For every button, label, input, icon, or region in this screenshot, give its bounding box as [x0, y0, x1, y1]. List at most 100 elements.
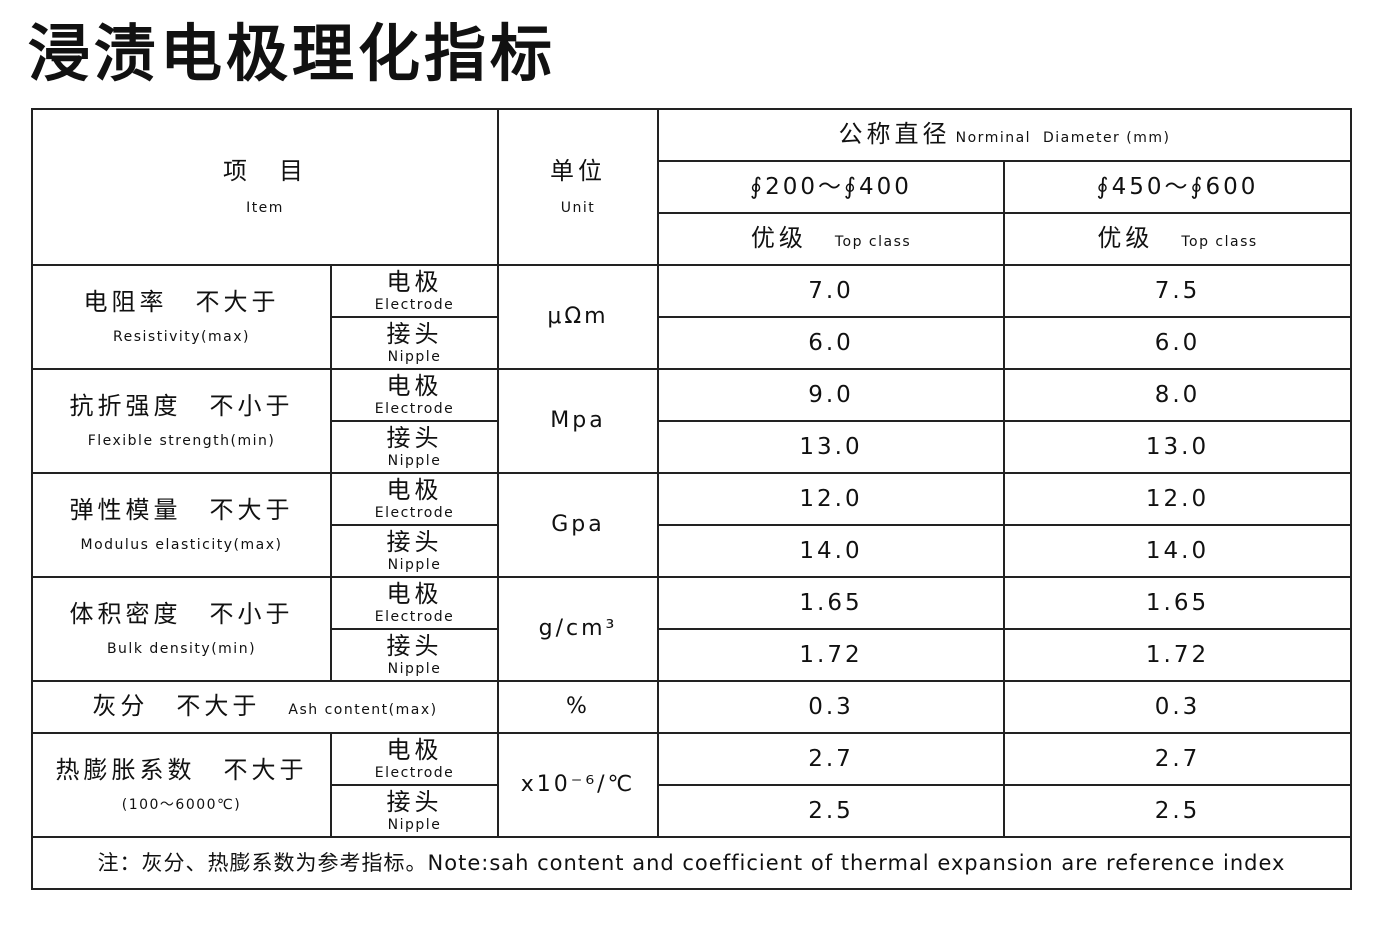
value: 13.0 — [1002, 420, 1353, 474]
grade: 优级 Top class — [1002, 212, 1353, 266]
part-zh: 接头 — [386, 528, 443, 557]
part-en: Electrode — [374, 296, 455, 313]
unit: μΩm — [497, 264, 659, 370]
part-cell: 接头 Nipple — [330, 524, 499, 578]
item-cell: 灰分 不大于 Ash content(max) — [31, 680, 499, 734]
value: 7.5 — [1002, 264, 1353, 318]
item-header: 项 目 Item — [31, 108, 499, 266]
item-en: Resistivity(max) — [113, 328, 250, 345]
item-zh: 体积密度 — [69, 600, 182, 629]
value: 6.0 — [657, 316, 1005, 370]
item-zh: 电阻率 — [83, 288, 168, 317]
part-en: Electrode — [374, 400, 455, 417]
unit-zh: 单位 — [550, 157, 606, 186]
item-line: 抗折强度 不小于 — [33, 392, 330, 421]
unit: g/cm³ — [497, 576, 659, 682]
value: 1.72 — [657, 628, 1005, 682]
part-zh: 电极 — [386, 268, 443, 297]
value: 2.5 — [657, 784, 1005, 838]
item-line: 弹性模量 不大于 — [33, 496, 330, 525]
grade: 优级 Top class — [657, 212, 1005, 266]
item-en: Ash content(max) — [288, 702, 438, 719]
item-limit: 不大于 — [195, 288, 280, 317]
value: 1.65 — [1002, 576, 1353, 630]
part-zh: 接头 — [386, 788, 443, 817]
spec-table: 项 目 Item 单位 Unit 公称直径 Norminal Diameter … — [30, 108, 1353, 890]
item-cell: 体积密度 不小于 Bulk density(min) — [31, 576, 332, 682]
item-cell: 热膨胀系数 不大于 (100～6000℃) — [31, 732, 332, 838]
part-en: Nipple — [387, 660, 442, 677]
value: 0.3 — [657, 680, 1005, 734]
item-en: Modulus elasticity(max) — [80, 536, 283, 553]
part-en: Nipple — [387, 816, 442, 833]
value: 14.0 — [1002, 524, 1353, 578]
part-en: Electrode — [374, 764, 455, 781]
part-zh: 电极 — [386, 580, 443, 609]
table-body: 电阻率 不大于 Resistivity(max) 电极 Electrode μΩm 7.0 7… — [31, 264, 1353, 838]
diameter-header: 公称直径 Norminal Diameter (mm) — [656, 108, 1353, 162]
part-cell: 电极 Electrode — [330, 264, 499, 318]
row: 接头 Nipple 13.0 13.0 — [32, 420, 1353, 474]
item-line: 体积密度 不小于 — [33, 600, 330, 629]
item-limit: 不大于 — [223, 756, 308, 785]
unit: x10⁻⁶/℃ — [497, 732, 659, 838]
diameter-en: Norminal Diameter (mm) — [955, 130, 1171, 147]
value: 2.5 — [1002, 784, 1353, 838]
item-limit: 不大于 — [209, 496, 294, 525]
grade-zh: 优级 — [750, 224, 807, 253]
item-limit: 不小于 — [209, 392, 294, 421]
unit: Gpa — [497, 472, 659, 578]
value: 12.0 — [657, 472, 1005, 526]
item-zh: 项 目 — [223, 157, 307, 186]
item-cell: 电阻率 不大于 Resistivity(max) — [31, 264, 332, 370]
part-zh: 接头 — [386, 424, 443, 453]
item-cell: 抗折强度 不小于 Flexible strength(min) — [31, 368, 332, 474]
unit-en: Unit — [560, 199, 596, 216]
value: 1.72 — [1002, 628, 1353, 682]
value: 2.7 — [1002, 732, 1353, 786]
part-cell: 电极 Electrode — [330, 576, 499, 630]
row: 抗折强度 不小于 Flexible strength(min) 电极 Electrode… — [31, 368, 1353, 474]
part-zh: 接头 — [386, 632, 443, 661]
row: 接头 Nipple 2.5 2.5 — [32, 784, 1353, 838]
value: 0.3 — [1002, 680, 1353, 734]
row: 接头 Nipple 6.0 6.0 — [32, 316, 1353, 370]
item-cell: 弹性模量 不大于 Modulus elasticity(max) — [31, 472, 332, 578]
part-zh: 电极 — [386, 372, 443, 401]
part-zh: 电极 — [386, 476, 443, 505]
value: 12.0 — [1002, 472, 1353, 526]
part-en: Nipple — [387, 452, 442, 469]
part-cell: 接头 Nipple — [330, 628, 499, 682]
item-en: Bulk density(min) — [106, 640, 257, 657]
value: 2.7 — [657, 732, 1005, 786]
item-line: 电阻率 不大于 — [33, 288, 330, 317]
title: 浸渍电极理化指标 — [28, 17, 557, 90]
grade-en: Top class — [834, 234, 912, 251]
part-cell: 接头 Nipple — [330, 784, 499, 838]
part-zh: 接头 — [386, 320, 443, 349]
value: 13.0 — [657, 420, 1005, 474]
row: 热膨胀系数 不大于 (100～6000℃) 电极 Electrode x10⁻⁶/℃ 2.7… — [31, 732, 1353, 838]
part-cell: 电极 Electrode — [330, 472, 499, 526]
item-limit: 不大于 — [176, 692, 261, 721]
value: 9.0 — [657, 368, 1005, 422]
row: 灰分 不大于 Ash content(max)% 0.3 0.3 — [31, 680, 1353, 734]
item-zh: 弹性模量 — [69, 496, 182, 525]
row: 接头 Nipple 14.0 14.0 — [32, 524, 1353, 578]
item-zh: 抗折强度 — [69, 392, 182, 421]
item-zh: 灰分 — [92, 692, 149, 721]
value: 8.0 — [1002, 368, 1353, 422]
note: 注：灰分、热膨系数为参考指标。Note:sah content and coef… — [30, 836, 1353, 890]
row: 弹性模量 不大于 Modulus elasticity(max) 电极 Electrod… — [31, 472, 1353, 578]
part-en: Nipple — [387, 556, 442, 573]
row: 电阻率 不大于 Resistivity(max) 电极 Electrode μΩm 7.0 7… — [31, 264, 1353, 370]
part-cell: 接头 Nipple — [330, 316, 499, 370]
grade-en: Top class — [1181, 234, 1258, 251]
item-limit: 不小于 — [209, 600, 294, 629]
item-en: Flexible strength(min) — [87, 432, 276, 449]
part-cell: 接头 Nipple — [330, 420, 499, 474]
row: 体积密度 不小于 Bulk density(min) 电极 Electrode g/cm³… — [31, 576, 1353, 682]
part-cell: 电极 Electrode — [330, 368, 499, 422]
